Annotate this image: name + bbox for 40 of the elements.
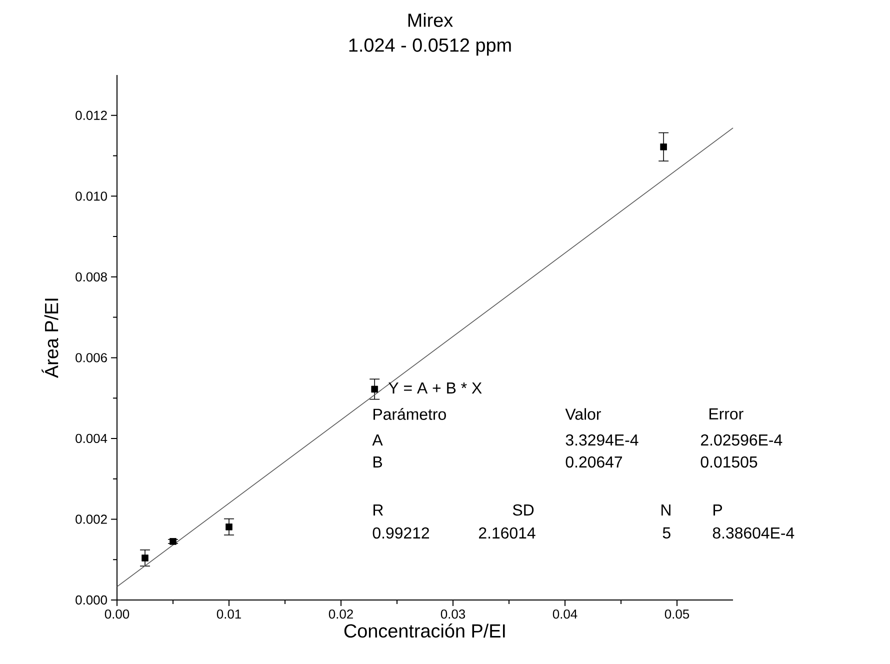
y-tick-label: 0.004 xyxy=(76,434,108,444)
annotation: Valor xyxy=(565,408,601,420)
annotation: Error xyxy=(710,408,744,420)
annotation: A xyxy=(372,434,383,446)
point xyxy=(142,554,148,562)
y-tick-label: 0.006 xyxy=(76,353,107,362)
annotation: 0.01505 xyxy=(700,456,758,468)
point xyxy=(371,386,378,393)
annotation: 2.02596E-4 xyxy=(701,434,782,446)
chart-subtitle: 1.024 - 0.0512 ppm xyxy=(349,38,511,56)
annotation: Y = A + B * X xyxy=(388,382,482,394)
annotation: R xyxy=(374,504,383,516)
y-tick-label: 0.002 xyxy=(76,514,107,524)
point xyxy=(170,538,176,545)
point xyxy=(226,524,232,530)
x-tick-label: 0.03 xyxy=(440,609,466,619)
y-tick-label: 0.008 xyxy=(76,272,107,282)
annotation: B xyxy=(374,456,382,468)
annotation: 5 xyxy=(662,527,670,539)
annotation: 3.3294E-4 xyxy=(566,434,638,446)
y-tick-label: 0.000 xyxy=(76,595,108,605)
x-tick-label: 0.01 xyxy=(216,609,241,619)
y-tick-label: 0.012 xyxy=(76,110,107,120)
point xyxy=(660,143,667,150)
annotation: 0.20647 xyxy=(566,456,622,468)
annotation: 2.16014 xyxy=(479,527,536,539)
y-tick-label: 0.010 xyxy=(76,192,108,201)
x-tick-label: 0.05 xyxy=(664,609,690,619)
annotation: P xyxy=(714,504,722,516)
x-tick-label: 0.00 xyxy=(104,609,130,619)
x-tick-label: 0.02 xyxy=(328,609,353,619)
annotation: 0.99212 xyxy=(372,527,430,539)
annotation: Parámetro xyxy=(374,408,446,420)
x-tick-label: 0.04 xyxy=(552,609,578,619)
annotation: 8.38604E-4 xyxy=(712,527,794,539)
annotation: SD xyxy=(512,504,534,516)
x-axis-title: Concentración P/EI xyxy=(344,624,505,638)
chart-title: Mirex xyxy=(408,13,453,27)
annotation: N xyxy=(662,504,670,516)
y-axis-title: Área P/EI xyxy=(42,298,58,378)
